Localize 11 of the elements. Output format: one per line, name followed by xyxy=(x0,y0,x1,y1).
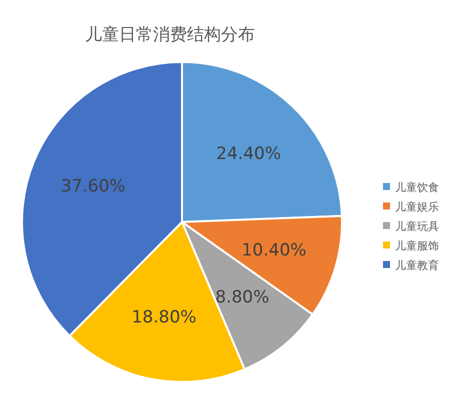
chart-title: 儿童日常消费结构分布 xyxy=(85,25,255,45)
legend-label: 儿童饮食 xyxy=(395,181,439,194)
data-label: 37.60% xyxy=(60,176,126,197)
legend-label: 儿童教育 xyxy=(395,259,439,272)
legend-label: 儿童玩具 xyxy=(395,220,439,233)
data-label: 18.80% xyxy=(132,307,196,328)
legend-label: 儿童娱乐 xyxy=(395,200,439,214)
legend-label: 儿童服饰 xyxy=(395,240,439,252)
data-label: 10.40% xyxy=(242,240,306,260)
data-label: 8.80% xyxy=(215,288,270,308)
data-label: 24.40% xyxy=(216,144,282,164)
